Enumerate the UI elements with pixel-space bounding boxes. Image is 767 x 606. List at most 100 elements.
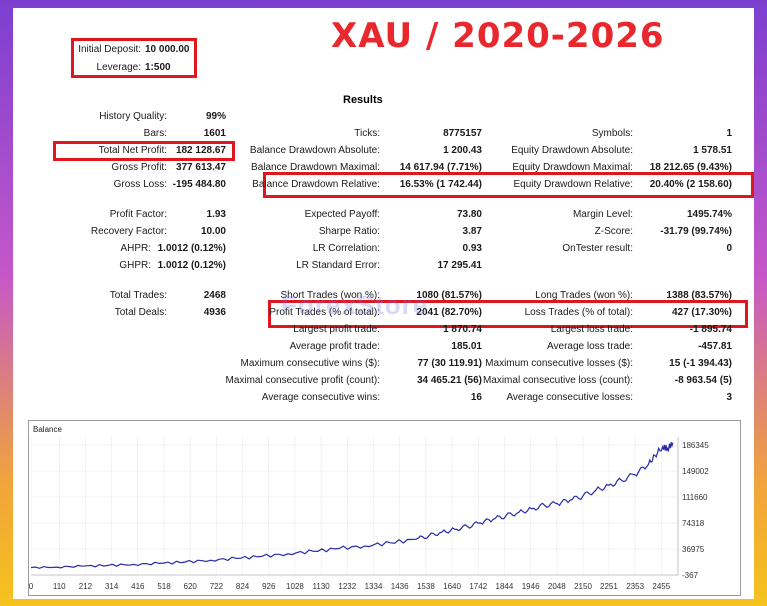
net-profit-highlight-box	[53, 141, 235, 161]
recovery-factor-value: 10.00	[200, 226, 226, 237]
total-net-profit-label: Total Net Profit:	[98, 145, 167, 156]
balance-dd-rel-label: Balance Drawdown Relative:	[252, 179, 380, 190]
bars-value: 1601	[203, 128, 226, 139]
y-tick-label: 111660	[682, 493, 708, 502]
x-tick-label: 926	[262, 582, 276, 591]
maximal-consec-loss-value: -8 963.54 (5)	[674, 375, 732, 386]
balance-dd-abs-value: 1 200.43	[443, 145, 482, 156]
expected-payoff-label: Expected Payoff:	[304, 209, 380, 220]
chart-title: Balance	[33, 425, 62, 434]
ahpr-label: AHPR:	[120, 243, 151, 254]
gross-loss-label: Gross Loss:	[113, 179, 167, 190]
loss-trades-value: 427 (17.30%)	[671, 307, 732, 318]
equity-dd-max-value: 18 212.65 (9.43%)	[649, 162, 732, 173]
largest-loss-value: -1 895.74	[689, 324, 732, 335]
equity-dd-rel-value: 20.40% (2 158.60)	[649, 179, 732, 190]
total-trades-value: 2468	[203, 290, 226, 301]
ontester-value: 0	[726, 243, 732, 254]
x-tick-label: 110	[53, 582, 66, 591]
lr-correlation-value: 0.93	[462, 243, 482, 254]
deposit-highlight-box	[71, 38, 197, 78]
total-net-profit-value: 182 128.67	[175, 145, 226, 156]
z-score-value: -31.79 (99.74%)	[660, 226, 732, 237]
history-quality-value: 99%	[205, 111, 226, 122]
profit-factor-value: 1.93	[206, 209, 226, 220]
margin-level-label: Margin Level:	[572, 209, 633, 220]
x-tick-label: 212	[79, 582, 93, 591]
initial-deposit-label: Initial Deposit:	[78, 44, 141, 55]
watermark-logo: ForexStore	[281, 290, 429, 320]
sharpe-ratio-value: 3.87	[462, 226, 482, 237]
balance-series-line	[30, 442, 674, 569]
ghpr-label: GHPR:	[119, 260, 151, 271]
ahpr-value: 1.0012 (0.12%)	[157, 243, 226, 254]
sharpe-ratio-label: Sharpe Ratio:	[318, 226, 380, 237]
y-tick-label: 36975	[682, 545, 705, 554]
equity-dd-abs-label: Equity Drawdown Absolute:	[511, 145, 633, 156]
ghpr-value: 1.0012 (0.12%)	[157, 260, 226, 271]
x-tick-label: 1844	[496, 582, 514, 591]
profit-trades-highlight-box	[268, 300, 748, 328]
gross-profit-value: 377 613.47	[175, 162, 226, 173]
z-score-label: Z-Score:	[594, 226, 633, 237]
average-loss-label: Average loss trade:	[547, 341, 633, 352]
max-consec-wins-label: Maximum consecutive wins ($):	[240, 358, 380, 369]
balance-dd-max-label: Balance Drawdown Maximal:	[251, 162, 380, 173]
margin-level-value: 1495.74%	[686, 209, 732, 220]
symbols-value: 1	[726, 128, 732, 139]
ontester-label: OnTester result:	[562, 243, 633, 254]
x-tick-label: 620	[184, 582, 198, 591]
total-deals-label: Total Deals:	[114, 307, 167, 318]
maximal-consec-profit-value: 34 465.21 (56)	[416, 375, 482, 386]
maximal-consec-profit-label: Maximal consecutive profit (count):	[225, 375, 380, 386]
drawdown-relative-highlight-box	[263, 172, 754, 198]
x-tick-label: 2251	[600, 582, 618, 591]
ticks-value: 8775157	[443, 128, 482, 139]
y-tick-label: 74318	[682, 519, 705, 528]
bars-label: Bars:	[143, 128, 167, 139]
expected-payoff-value: 73.80	[456, 209, 482, 220]
total-deals-value: 4936	[203, 307, 226, 318]
average-loss-value: -457.81	[698, 341, 732, 352]
max-consec-losses-value: 15 (-1 394.43)	[669, 358, 732, 369]
gross-loss-value: -195 484.80	[172, 179, 226, 190]
profit-trades-label: Profit Trades (% of total):	[269, 307, 380, 318]
report-card: XAU / 2020-2026 Initial Deposit: 10 000.…	[13, 8, 754, 599]
x-tick-label: 1742	[469, 582, 487, 591]
balance-chart: Balance 186345 149002 111660 74318 36975 -367 0…	[28, 420, 741, 596]
initial-deposit-value: 10 000.00	[145, 44, 190, 55]
history-quality-label: History Quality:	[99, 111, 167, 122]
x-tick-label: 722	[210, 582, 224, 591]
long-trades-label: Long Trades (won %):	[535, 290, 633, 301]
x-tick-label: 1232	[338, 582, 356, 591]
x-tick-label: 2353	[626, 582, 644, 591]
profit-factor-label: Profit Factor:	[109, 209, 167, 220]
x-tick-label: 1334	[365, 582, 383, 591]
profit-trades-value: 2041 (82.70%)	[416, 307, 482, 318]
lr-correlation-label: LR Correlation:	[312, 243, 380, 254]
max-consec-wins-value: 77 (30 119.91)	[417, 358, 483, 369]
avg-consec-losses-label: Average consecutive losses:	[506, 392, 633, 403]
balance-dd-rel-value: 16.53% (1 742.44)	[399, 179, 482, 190]
average-profit-label: Average profit trade:	[289, 341, 380, 352]
recovery-factor-label: Recovery Factor:	[90, 226, 167, 237]
x-tick-label: 2455	[652, 582, 670, 591]
y-tick-label: -367	[682, 571, 699, 580]
max-consec-losses-label: Maximum consecutive losses ($):	[485, 358, 633, 369]
lr-std-error-value: 17 295.41	[437, 260, 483, 271]
x-tick-label: 314	[105, 582, 119, 591]
x-tick-label: 1538	[417, 582, 435, 591]
x-tick-label: 518	[157, 582, 171, 591]
avg-consec-wins-label: Average consecutive wins:	[261, 392, 380, 403]
total-trades-label: Total Trades:	[109, 290, 167, 301]
short-trades-value: 1080 (81.57%)	[416, 290, 482, 301]
leverage-value: 1:500	[145, 62, 171, 73]
x-tick-label: 824	[236, 582, 250, 591]
largest-loss-label: Largest loss trade:	[550, 324, 633, 335]
lr-std-error-label: LR Standard Error:	[296, 260, 380, 271]
average-profit-value: 185.01	[451, 341, 482, 352]
balance-dd-abs-label: Balance Drawdown Absolute:	[249, 145, 380, 156]
leverage-label: Leverage:	[96, 62, 141, 73]
avg-consec-losses-value: 3	[726, 392, 732, 403]
x-tick-label: 0	[29, 582, 34, 591]
